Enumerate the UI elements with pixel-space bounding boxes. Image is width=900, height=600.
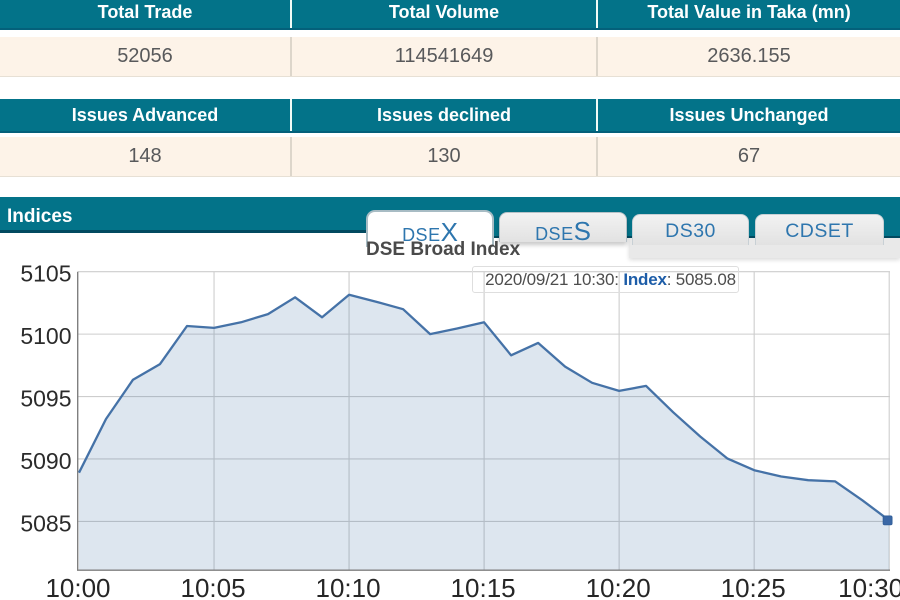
total-volume-value: 114541649	[292, 37, 598, 76]
last-point-marker	[882, 515, 893, 526]
y-tick-label: 5105	[20, 261, 71, 287]
tooltip-series-label: Index	[623, 270, 667, 289]
tooltip-datetime: 2020/09/21 10:30:	[485, 270, 619, 289]
table-row-gap	[0, 133, 900, 137]
table-row-gap	[0, 30, 900, 37]
tab-dses-label-suffix: S	[573, 216, 591, 246]
tab-dsex-label-prefix: DSE	[402, 224, 441, 245]
tab-dsex[interactable]: DSE X	[366, 210, 494, 247]
y-tick-label: 5085	[20, 510, 71, 536]
x-tick-label: 10:20	[586, 573, 651, 600]
chart-title: DSE Broad Index	[366, 239, 521, 260]
tab-cdset[interactable]: CDSET	[755, 214, 884, 245]
trade-summary-value-row: 52056 114541649 2636.155	[0, 37, 900, 77]
tab-cdset-label: CDSET	[785, 219, 854, 242]
issues-advanced-value: 148	[0, 137, 292, 176]
issues-declined-value: 130	[292, 137, 598, 176]
tab-ds30-label: DS30	[665, 219, 716, 242]
chart-tooltip: 2020/09/21 10:30: Index: 5085.08	[472, 266, 739, 293]
issues-advanced-header: Issues Advanced	[0, 99, 292, 131]
total-volume-header: Total Volume	[292, 0, 598, 28]
y-tick-label: 5100	[20, 323, 71, 349]
tab-dses-label-prefix: DSE	[535, 224, 574, 244]
tooltip-value: 5085.08	[675, 270, 736, 289]
issues-unchanged-header: Issues Unchanged	[598, 99, 900, 131]
x-tick-label: 10:05	[180, 573, 245, 600]
index-area-fill	[79, 294, 890, 571]
y-tick-label: 5095	[20, 386, 71, 412]
x-tick-label: 10:25	[721, 573, 786, 600]
x-tick-label: 10:30	[838, 573, 900, 600]
total-trade-header: Total Trade	[0, 0, 292, 28]
trade-summary-table: Total Trade Total Volume Total Value in …	[0, 0, 900, 77]
index-line	[77, 293, 890, 522]
tooltip-value-sep: :	[666, 270, 676, 289]
issues-declined-header: Issues declined	[292, 99, 598, 131]
issues-unchanged-value: 67	[598, 137, 900, 176]
x-tick-label: 10:15	[451, 573, 516, 600]
indices-section-title: Indices	[7, 206, 73, 227]
trade-summary-header-row: Total Trade Total Volume Total Value in …	[0, 0, 900, 30]
tab-dses[interactable]: DSE S	[499, 212, 627, 246]
issues-summary-header-row: Issues Advanced Issues declined Issues U…	[0, 99, 900, 133]
tab-ds30[interactable]: DS30	[632, 214, 749, 245]
y-tick-label: 5090	[20, 448, 71, 474]
total-value-value: 2636.155	[598, 37, 900, 76]
total-value-header: Total Value in Taka (mn)	[598, 0, 900, 28]
tab-dsex-label-suffix: X	[440, 216, 458, 247]
x-tick-label: 10:10	[316, 573, 381, 600]
issues-summary-value-row: 148 130 67	[0, 137, 900, 177]
issues-summary-table: Issues Advanced Issues declined Issues U…	[0, 99, 900, 177]
x-tick-label: 10:00	[45, 573, 110, 600]
total-trade-value: 52056	[0, 37, 292, 76]
